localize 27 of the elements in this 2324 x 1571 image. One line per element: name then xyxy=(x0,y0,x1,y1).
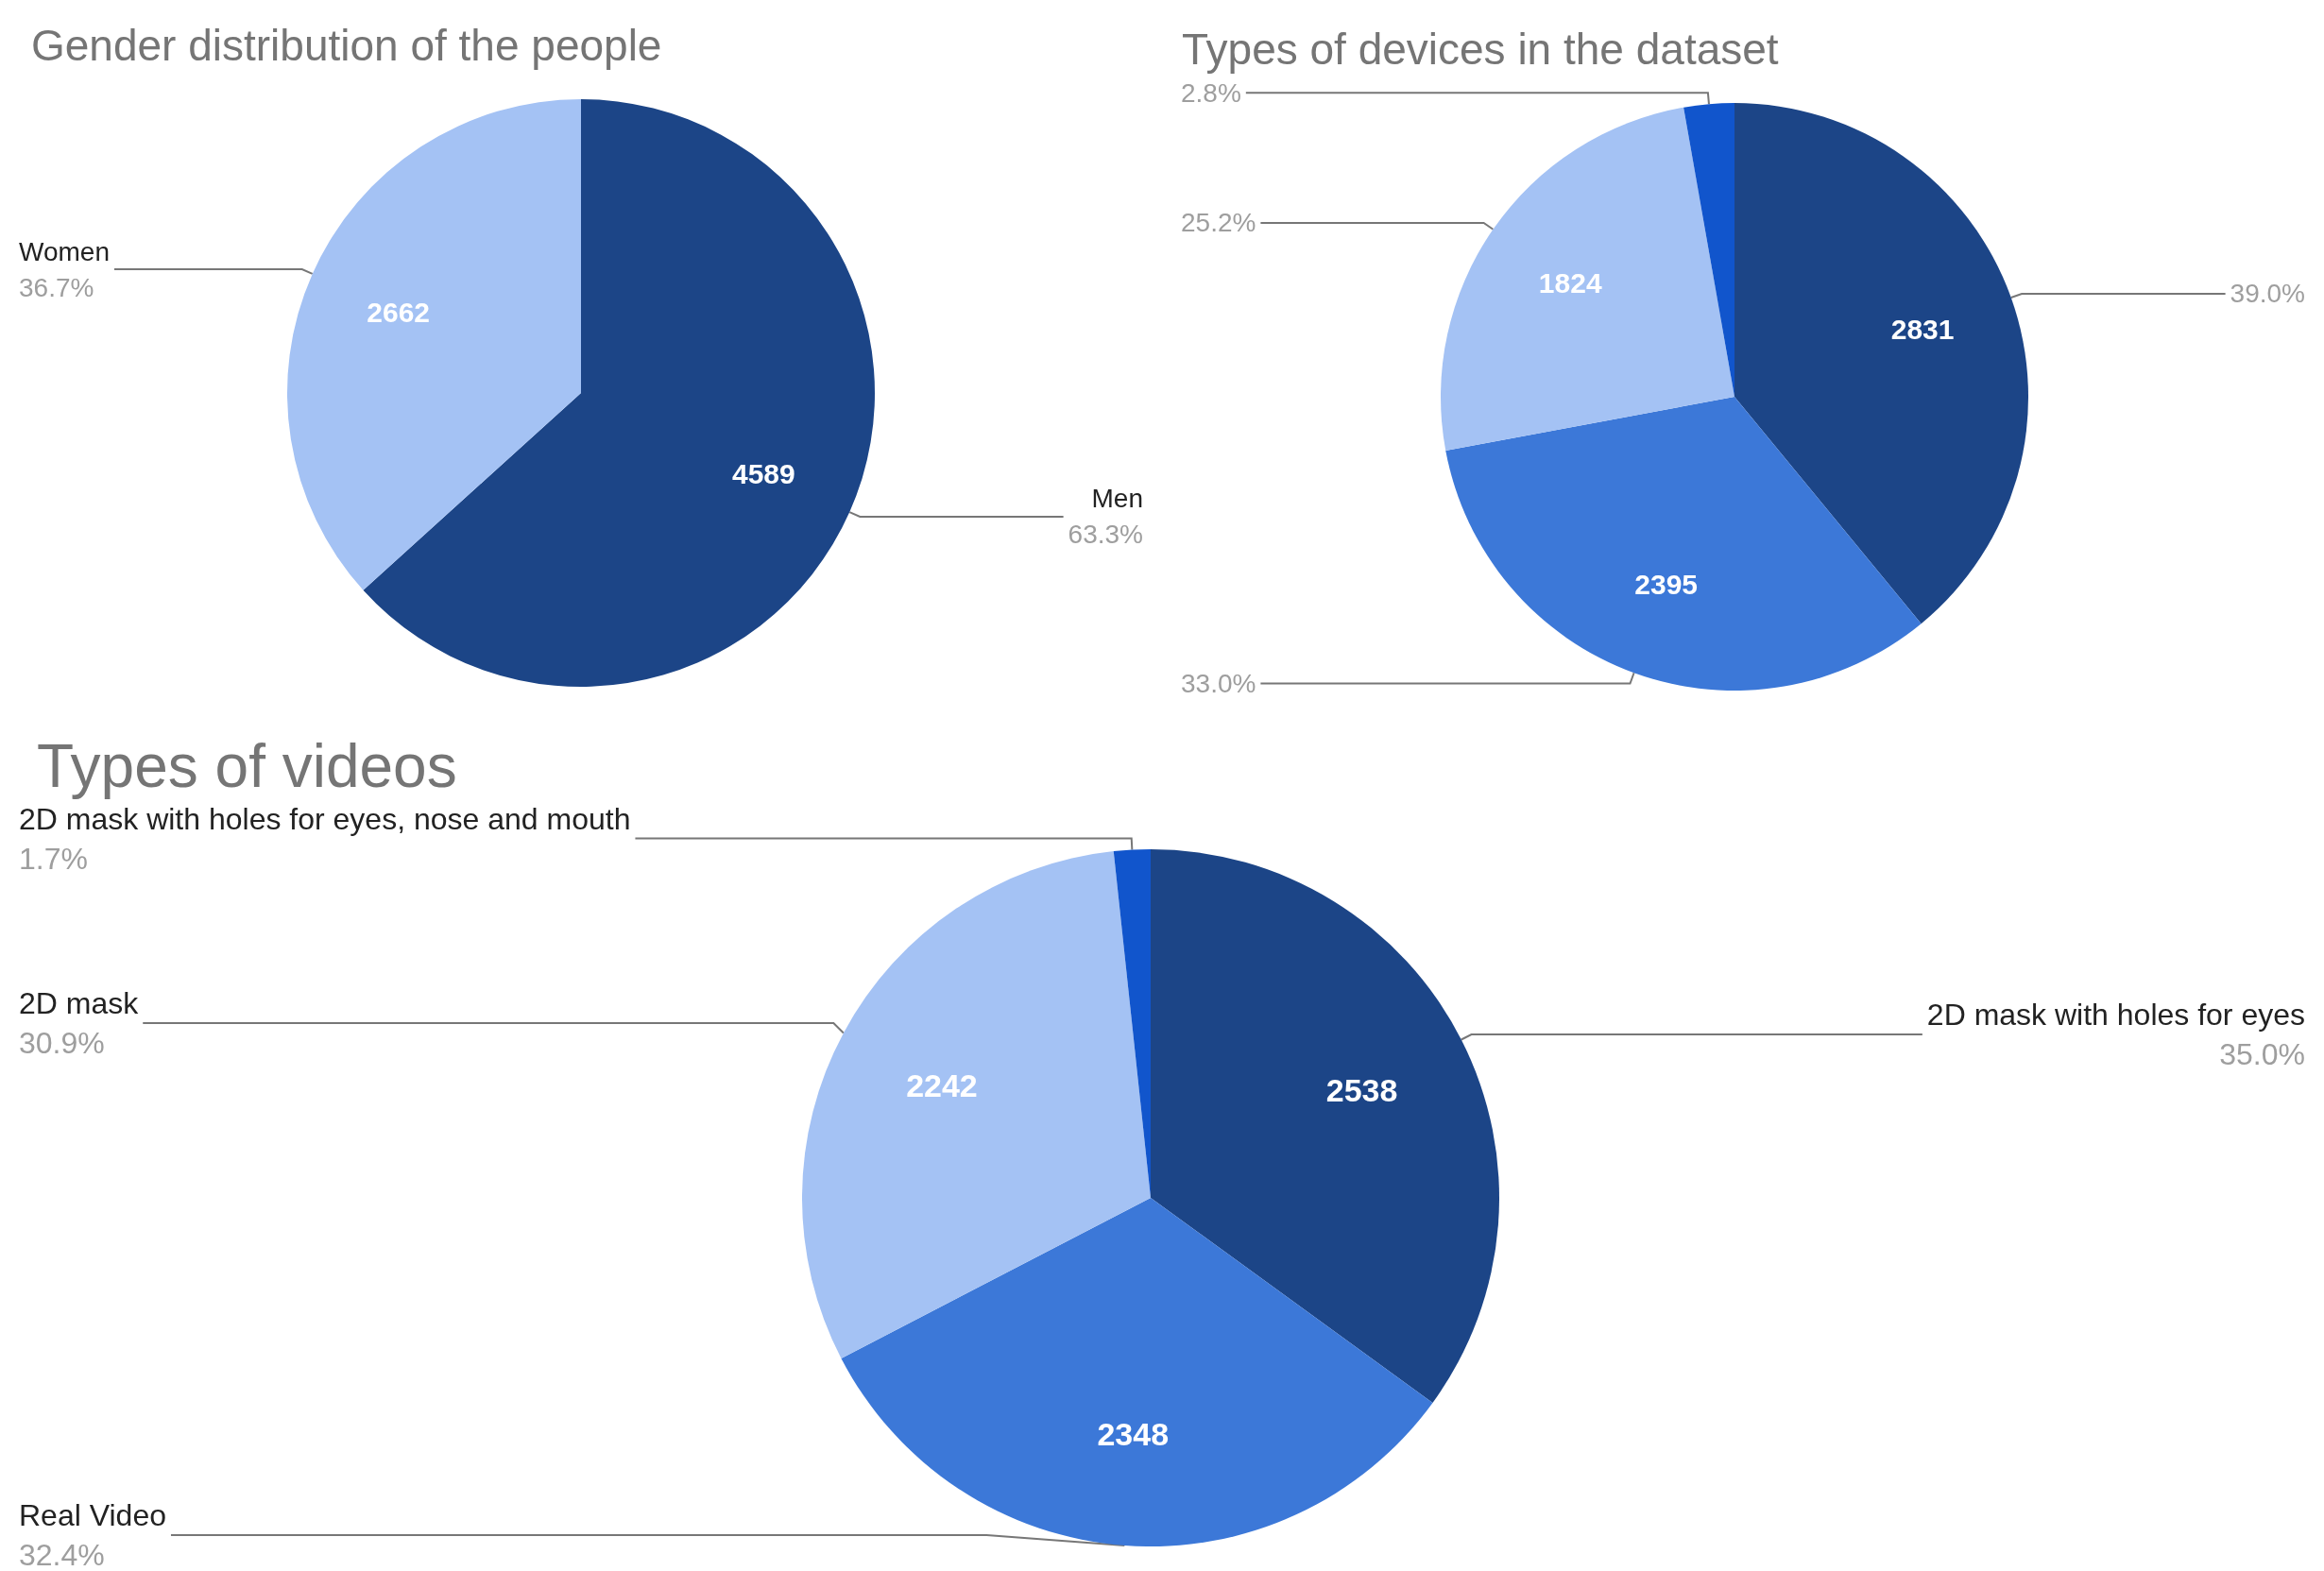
text: 39.0% xyxy=(2230,279,2305,309)
text: 32.4% xyxy=(19,1538,105,1571)
text: 35.0% xyxy=(2219,1037,2305,1072)
slice-label: 2D mask xyxy=(19,986,140,1021)
text: 30.9% xyxy=(19,1026,105,1061)
chart-title: Gender distribution of the people xyxy=(31,21,662,70)
text: 2.8% xyxy=(1181,77,1241,108)
data-label: 1824 xyxy=(1538,266,1602,299)
data-label: 2662 xyxy=(367,296,431,328)
text: 25.2% xyxy=(1181,208,1256,238)
text: 33.0% xyxy=(1181,669,1256,698)
data-label: 2831 xyxy=(1890,314,1955,346)
data-label: 2538 xyxy=(1325,1072,1398,1109)
slice-label: 2D mask with holes for eyes xyxy=(1926,998,2305,1033)
chart-title: Types of devices in the dataset xyxy=(1182,25,1779,74)
data-label: 2395 xyxy=(1634,569,1699,601)
slice-label: Men xyxy=(1091,484,1143,514)
data-label: 2242 xyxy=(906,1067,978,1104)
text: 36.7% xyxy=(19,272,94,302)
slice-label: Real Video xyxy=(19,1498,166,1532)
slice-label: 2D mask with holes for eyes, nose and mouth xyxy=(19,801,631,836)
slice-label: Women xyxy=(19,236,110,266)
data-label: 2348 xyxy=(1097,1416,1170,1453)
text: 63.3% xyxy=(1068,520,1143,550)
chart-title: Types of videos xyxy=(37,732,457,800)
text: 1.7% xyxy=(19,841,88,876)
data-label: 4589 xyxy=(731,458,795,490)
